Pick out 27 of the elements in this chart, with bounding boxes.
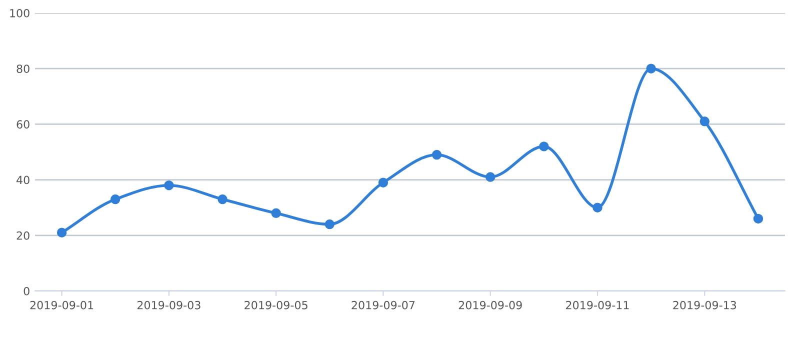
x-tick-label: 2019-09-01 [30, 300, 94, 310]
x-tick-label: 2019-09-05 [244, 300, 308, 310]
point [539, 142, 549, 152]
point [218, 194, 228, 204]
point [753, 214, 764, 224]
point [646, 64, 656, 74]
x-tick-label: 2019-09-09 [458, 300, 522, 310]
x-tick-label: 2019-09-03 [137, 300, 200, 310]
point [56, 228, 67, 238]
point [378, 178, 388, 188]
y-tick-label: 100 [10, 8, 30, 18]
x-tick-label: 2019-09-07 [352, 300, 415, 310]
point [271, 208, 281, 218]
point [324, 219, 335, 230]
y-tick-label: 20 [16, 231, 30, 240]
point [432, 150, 442, 160]
y-tick-label: 0 [24, 286, 30, 296]
point [485, 172, 496, 182]
point [592, 202, 602, 212]
x-tick-label: 2019-09-13 [673, 300, 736, 310]
point [164, 180, 174, 190]
y-tick-label: 80 [16, 64, 30, 73]
y-tick-label: 60 [16, 120, 30, 129]
point [110, 194, 120, 204]
x-tick-label: 2019-09-11 [566, 300, 629, 310]
y-tick-label: 40 [16, 176, 30, 184]
point [700, 116, 710, 126]
